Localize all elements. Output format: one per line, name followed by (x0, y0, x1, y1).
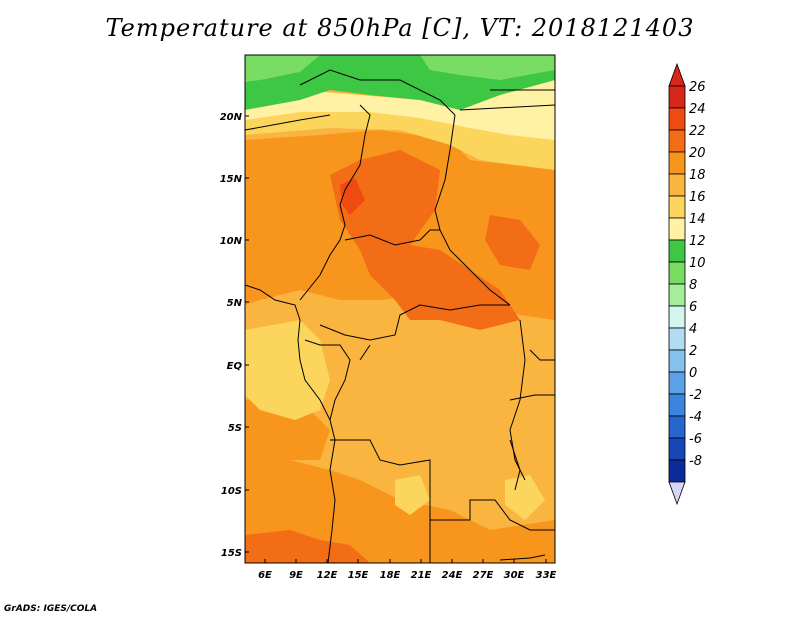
lon-label: 12E (317, 570, 338, 581)
colorbar-swatch (668, 327, 686, 351)
field-16-18-east (505, 475, 545, 520)
colorbar-label: 24 (689, 102, 706, 117)
colorbar-label: 16 (689, 190, 706, 205)
lat-label: 15N (220, 174, 243, 185)
chart-title: Temperature at 850hPa [C], VT: 201812140… (105, 14, 695, 42)
field-10-12-north (245, 55, 320, 82)
lat-label: 10S (221, 486, 242, 497)
colorbar-swatch (668, 151, 686, 175)
colorbar-label: 10 (689, 256, 706, 271)
field-22-24-east (485, 215, 540, 270)
colorbar-label: 0 (689, 366, 697, 381)
colorbar-label: 22 (689, 124, 706, 139)
lat-label: EQ (227, 361, 243, 372)
colorbar-swatch (668, 107, 686, 131)
colorbar-swatch (668, 173, 686, 197)
colorbar-swatch (668, 85, 686, 109)
software-credit: GrADS: IGES/COLA (4, 604, 98, 614)
colorbar-label: 12 (689, 234, 706, 249)
colorbar-swatch (668, 305, 686, 329)
colorbar-swatch (668, 239, 686, 263)
colorbar-swatch (668, 459, 686, 483)
colorbar-label: 26 (689, 80, 706, 95)
lat-label: 10N (220, 236, 243, 247)
colorbar-swatch (668, 129, 686, 153)
colorbar-label: 8 (689, 278, 697, 293)
lon-label: 6E (258, 570, 272, 581)
lon-label: 18E (380, 570, 401, 581)
temperature-field (245, 55, 555, 563)
lat-label: 20N (220, 112, 243, 123)
field-20-22-south (245, 455, 555, 563)
colorbar-swatch (668, 349, 686, 373)
field-16-18-gabon (245, 320, 330, 420)
lon-label: 27E (473, 570, 494, 581)
colorbar-top-arrow (668, 62, 686, 87)
colorbar-label: 6 (689, 300, 697, 315)
field-22-24-south (245, 530, 370, 563)
lon-label: 15E (348, 570, 369, 581)
map-borders (245, 69, 555, 563)
colorbar-label: 18 (689, 168, 706, 183)
colorbar-swatch (668, 393, 686, 417)
lon-label: 24E (442, 570, 463, 581)
colorbar-swatch (668, 415, 686, 439)
field-10-12-ne (420, 55, 555, 80)
colorbar-swatch (668, 283, 686, 307)
colorbar-label: 4 (689, 322, 697, 337)
colorbar-label: -2 (689, 388, 702, 403)
colorbar-swatch (668, 371, 686, 395)
lon-label: 30E (504, 570, 525, 581)
axis-labels: 20N 15N 10N 5N EQ 5S 10S 15S 6E 9E 12E 15E 18E 21E 24E… (220, 112, 557, 581)
colorbar-label: 2 (689, 344, 697, 359)
lon-label: 9E (289, 570, 303, 581)
colorbar-label: 14 (689, 212, 706, 227)
colorbar-label: -8 (689, 454, 702, 469)
map-frame (244, 54, 556, 564)
field-16-18-angola (395, 475, 430, 515)
colorbar-label: -4 (689, 410, 702, 425)
colorbar-label: -6 (689, 432, 702, 447)
lat-label: 5N (227, 298, 243, 309)
field-22-24-central (330, 150, 520, 330)
colorbar-bottom-arrow (668, 481, 686, 506)
colorbar-label: 20 (689, 146, 706, 161)
colorbar-swatch (668, 195, 686, 219)
lat-label: 15S (221, 548, 242, 559)
colorbar-swatch (668, 437, 686, 461)
colorbar-swatch (668, 217, 686, 241)
lat-label: 5S (228, 423, 242, 434)
lon-label: 21E (411, 570, 432, 581)
colorbar-swatch (668, 261, 686, 285)
lon-label: 33E (536, 570, 557, 581)
